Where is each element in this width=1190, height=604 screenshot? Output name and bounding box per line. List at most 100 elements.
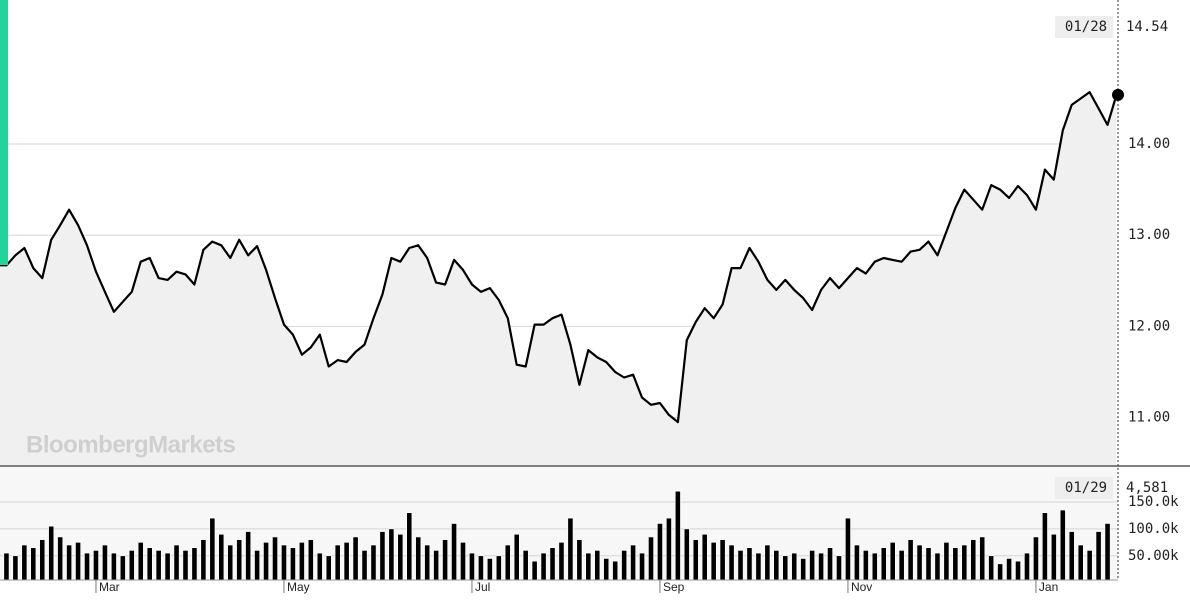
volume-bar bbox=[290, 548, 295, 580]
readout-price: 14.54 bbox=[1126, 19, 1168, 35]
volume-bar bbox=[237, 540, 242, 580]
volume-bar bbox=[675, 491, 680, 580]
volume-bar bbox=[210, 518, 215, 580]
volume-bar bbox=[201, 540, 206, 580]
readout-date: 01/28 bbox=[1065, 19, 1107, 35]
volume-bar bbox=[693, 540, 698, 580]
volume-bar bbox=[1069, 532, 1074, 580]
volume-bar bbox=[102, 545, 107, 580]
volume-bar bbox=[460, 542, 465, 580]
volume-bar bbox=[818, 553, 823, 580]
volume-bar bbox=[13, 556, 18, 580]
volume-bar bbox=[344, 542, 349, 580]
volume-bar bbox=[1087, 550, 1092, 580]
y-tick-label: 100.0k bbox=[1128, 521, 1179, 537]
volume-bar bbox=[720, 540, 725, 580]
volume-bar bbox=[505, 545, 510, 580]
volume-bar bbox=[416, 537, 421, 580]
volume-bar bbox=[31, 548, 36, 580]
readout-date: 01/29 bbox=[1065, 480, 1107, 496]
volume-bar bbox=[407, 513, 412, 580]
y-tick-label: 50.00k bbox=[1128, 548, 1179, 564]
volume-bar bbox=[147, 548, 152, 580]
volume-bar bbox=[299, 542, 304, 580]
volume-bar bbox=[747, 548, 752, 580]
volume-bar bbox=[810, 550, 815, 580]
volume-bar bbox=[935, 553, 940, 580]
volume-bar bbox=[317, 553, 322, 580]
x-tick-label: May bbox=[287, 580, 310, 594]
volume-bar bbox=[774, 550, 779, 580]
volume-bar bbox=[111, 553, 116, 580]
volume-bar bbox=[1060, 510, 1065, 580]
volume-bar bbox=[836, 556, 841, 580]
volume-bar bbox=[1078, 545, 1083, 580]
volume-bar bbox=[138, 542, 143, 580]
volume-bar bbox=[496, 556, 501, 580]
volume-bar bbox=[738, 550, 743, 580]
volume-bar bbox=[58, 537, 63, 580]
volume-bar bbox=[711, 542, 716, 580]
volume-bar bbox=[1051, 534, 1056, 580]
volume-bar bbox=[353, 537, 358, 580]
x-tick-label: Nov bbox=[851, 580, 872, 594]
volume-bar bbox=[666, 518, 671, 580]
watermark: BloombergMarkets bbox=[26, 431, 236, 458]
volume-bar bbox=[335, 545, 340, 580]
volume-bar bbox=[165, 553, 170, 580]
volume-bar bbox=[586, 553, 591, 580]
volume-bar bbox=[926, 548, 931, 580]
volume-bar bbox=[380, 532, 385, 580]
volume-bar bbox=[765, 545, 770, 580]
volume-bar bbox=[899, 550, 904, 580]
volume-bar bbox=[971, 540, 976, 580]
volume-bar bbox=[908, 540, 913, 580]
volume-bar bbox=[443, 540, 448, 580]
volume-bar bbox=[792, 553, 797, 580]
volume-bar bbox=[425, 545, 430, 580]
volume-bar bbox=[84, 553, 89, 580]
volume-bar bbox=[281, 545, 286, 580]
volume-bar bbox=[398, 534, 403, 580]
volume-bar bbox=[872, 553, 877, 580]
volume-bar bbox=[863, 550, 868, 580]
volume-bar bbox=[451, 524, 456, 581]
volume-bar bbox=[40, 540, 45, 580]
volume-bar bbox=[272, 537, 277, 580]
volume-bar bbox=[622, 550, 627, 580]
volume-bar bbox=[890, 542, 895, 580]
volume-bar bbox=[980, 537, 985, 580]
volume-bar bbox=[434, 550, 439, 580]
volume-bar bbox=[174, 545, 179, 580]
volume-bar bbox=[648, 537, 653, 580]
volume-bar bbox=[801, 558, 806, 580]
volume-bar bbox=[953, 548, 958, 580]
volume-bar bbox=[523, 550, 528, 580]
volume-bar bbox=[639, 553, 644, 580]
volume-bar bbox=[998, 564, 1003, 580]
volume-bar bbox=[559, 542, 564, 580]
volume-bar bbox=[541, 553, 546, 580]
volume-bar bbox=[756, 553, 761, 580]
volume-bar bbox=[22, 545, 27, 580]
volume-bar bbox=[49, 526, 54, 580]
y-tick-label: 12.00 bbox=[1128, 318, 1170, 334]
volume-bar bbox=[630, 545, 635, 580]
volume-bar bbox=[944, 542, 949, 580]
volume-bar bbox=[657, 524, 662, 581]
volume-bar bbox=[729, 545, 734, 580]
volume-bar bbox=[67, 545, 72, 580]
volume-bar bbox=[75, 542, 80, 580]
volume-bar bbox=[362, 550, 367, 580]
volume-bar bbox=[4, 553, 9, 580]
volume-bar bbox=[246, 532, 251, 580]
volume-bar bbox=[854, 545, 859, 580]
volume-bar bbox=[514, 534, 519, 580]
volume-bar bbox=[989, 556, 994, 580]
volume-bar bbox=[550, 548, 555, 580]
x-tick-label: Jan bbox=[1039, 580, 1058, 594]
volume-bar bbox=[389, 529, 394, 580]
volume-bar bbox=[263, 542, 268, 580]
volume-bar bbox=[577, 540, 582, 580]
